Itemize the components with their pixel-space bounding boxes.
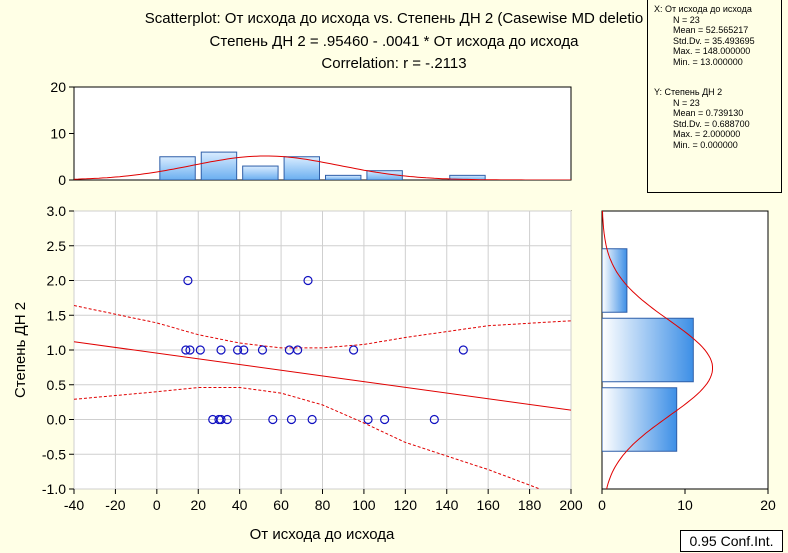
x-stats-mean: Mean = 52.565217 [673, 25, 749, 36]
data-point [293, 345, 303, 355]
xhist-bar [200, 151, 238, 180]
data-point [307, 414, 317, 425]
regression-line [74, 341, 571, 411]
data-point [268, 414, 278, 425]
x-tick-label: 160 [476, 497, 500, 513]
x-histogram-panel [73, 86, 572, 181]
xhist-bar [325, 174, 362, 180]
stats-legend: X: От исхода до исхода N = 23 Mean = 52.… [647, 0, 782, 193]
data-point [286, 414, 297, 425]
y-tick-label: 2.5 [47, 238, 67, 254]
yhist-normal-curve [602, 211, 713, 489]
y-tick-label: 1.0 [47, 342, 67, 358]
y-tick-label: 2.0 [47, 273, 67, 289]
x-tick-label: 20 [190, 497, 206, 513]
xhist-tick-label: 20 [50, 79, 66, 95]
correlation-text: Correlation: r = -.2113 [321, 55, 467, 72]
data-point [216, 414, 226, 425]
data-point [185, 345, 195, 355]
x-stats-min: Min. = 13.000000 [673, 56, 743, 67]
x-tick-label: -40 [64, 497, 84, 513]
xhist-normal-curve [74, 155, 571, 180]
y-stats-header: Y: Степень ДН 2 [654, 87, 723, 97]
data-point [303, 275, 313, 286]
y-tick-label: 1.5 [47, 307, 67, 323]
x-tick-label: 0 [153, 497, 161, 513]
data-point [222, 414, 232, 425]
x-stats-std: Std.Dv. = 35.493695 [673, 35, 755, 46]
data-point [429, 414, 439, 425]
x-stats: X: От исхода до исхода N = 23 Mean = 52.… [654, 4, 755, 68]
data-point [380, 414, 390, 425]
regression-equation: Степень ДН 2 = .95460 - .0041 * От исход… [209, 33, 579, 50]
data-point [216, 345, 226, 355]
y-stats-mean: Mean = 0.739130 [673, 108, 744, 119]
yhist-bar [602, 317, 694, 383]
data-point [239, 345, 249, 355]
x-stats-n: N = 23 [673, 14, 700, 25]
x-tick-label: 80 [315, 497, 331, 513]
data-point [348, 345, 359, 355]
chart-title: Scatterplot: От исхода до исхода vs. Сте… [144, 10, 644, 27]
data-point [181, 345, 191, 355]
y-stats-max: Max. = 2.000000 [673, 129, 741, 140]
y-tick-label: 0.5 [47, 377, 67, 393]
conf-int-label: 0.95 Conf.Int. [680, 530, 783, 552]
x-tick-label: 200 [559, 497, 583, 513]
y-axis-label: Степень ДН 2 [12, 302, 29, 398]
x-axis-label: От исхода до исхода [250, 526, 395, 543]
yhist-tick-label: 10 [677, 497, 693, 513]
y-stats: Y: Степень ДН 2 N = 23 Mean = 0.739130 S… [654, 87, 750, 151]
data-point [183, 275, 193, 286]
x-tick-label: 120 [394, 497, 418, 513]
y-tick-label: 3.0 [47, 203, 67, 219]
y-tick-label: 0.0 [47, 412, 67, 428]
x-tick-label: -20 [105, 497, 125, 513]
xhist-bar [449, 174, 486, 180]
xhist-tick-label: 10 [50, 126, 66, 142]
x-tick-label: 60 [273, 497, 289, 513]
conf-band-lower [74, 387, 541, 489]
y-stats-min: Min. = 0.000000 [673, 139, 738, 150]
data-point [232, 345, 243, 355]
data-point [257, 345, 268, 355]
x-tick-label: 40 [232, 497, 248, 513]
data-point [458, 345, 468, 355]
yhist-bar [602, 387, 678, 452]
xhist-bar [242, 165, 279, 180]
y-tick-label: -1.0 [42, 481, 66, 497]
x-stats-max: Max. = 148.000000 [673, 46, 751, 57]
yhist-tick-label: 20 [760, 497, 776, 513]
y-tick-label: -0.5 [42, 446, 66, 462]
x-stats-header: X: От исхода до исхода [654, 4, 752, 14]
conf-band-upper [74, 305, 571, 349]
y-stats-n: N = 23 [673, 97, 700, 108]
x-tick-label: 140 [435, 497, 459, 513]
x-tick-label: 100 [352, 497, 376, 513]
yhist-tick-label: 0 [598, 497, 606, 513]
y-stats-std: Std.Dv. = 0.688700 [673, 118, 750, 129]
x-tick-label: 180 [518, 497, 542, 513]
data-point [363, 414, 373, 425]
xhist-tick-label: 0 [58, 172, 66, 188]
xhist-bar [283, 156, 321, 180]
data-point [195, 345, 205, 355]
